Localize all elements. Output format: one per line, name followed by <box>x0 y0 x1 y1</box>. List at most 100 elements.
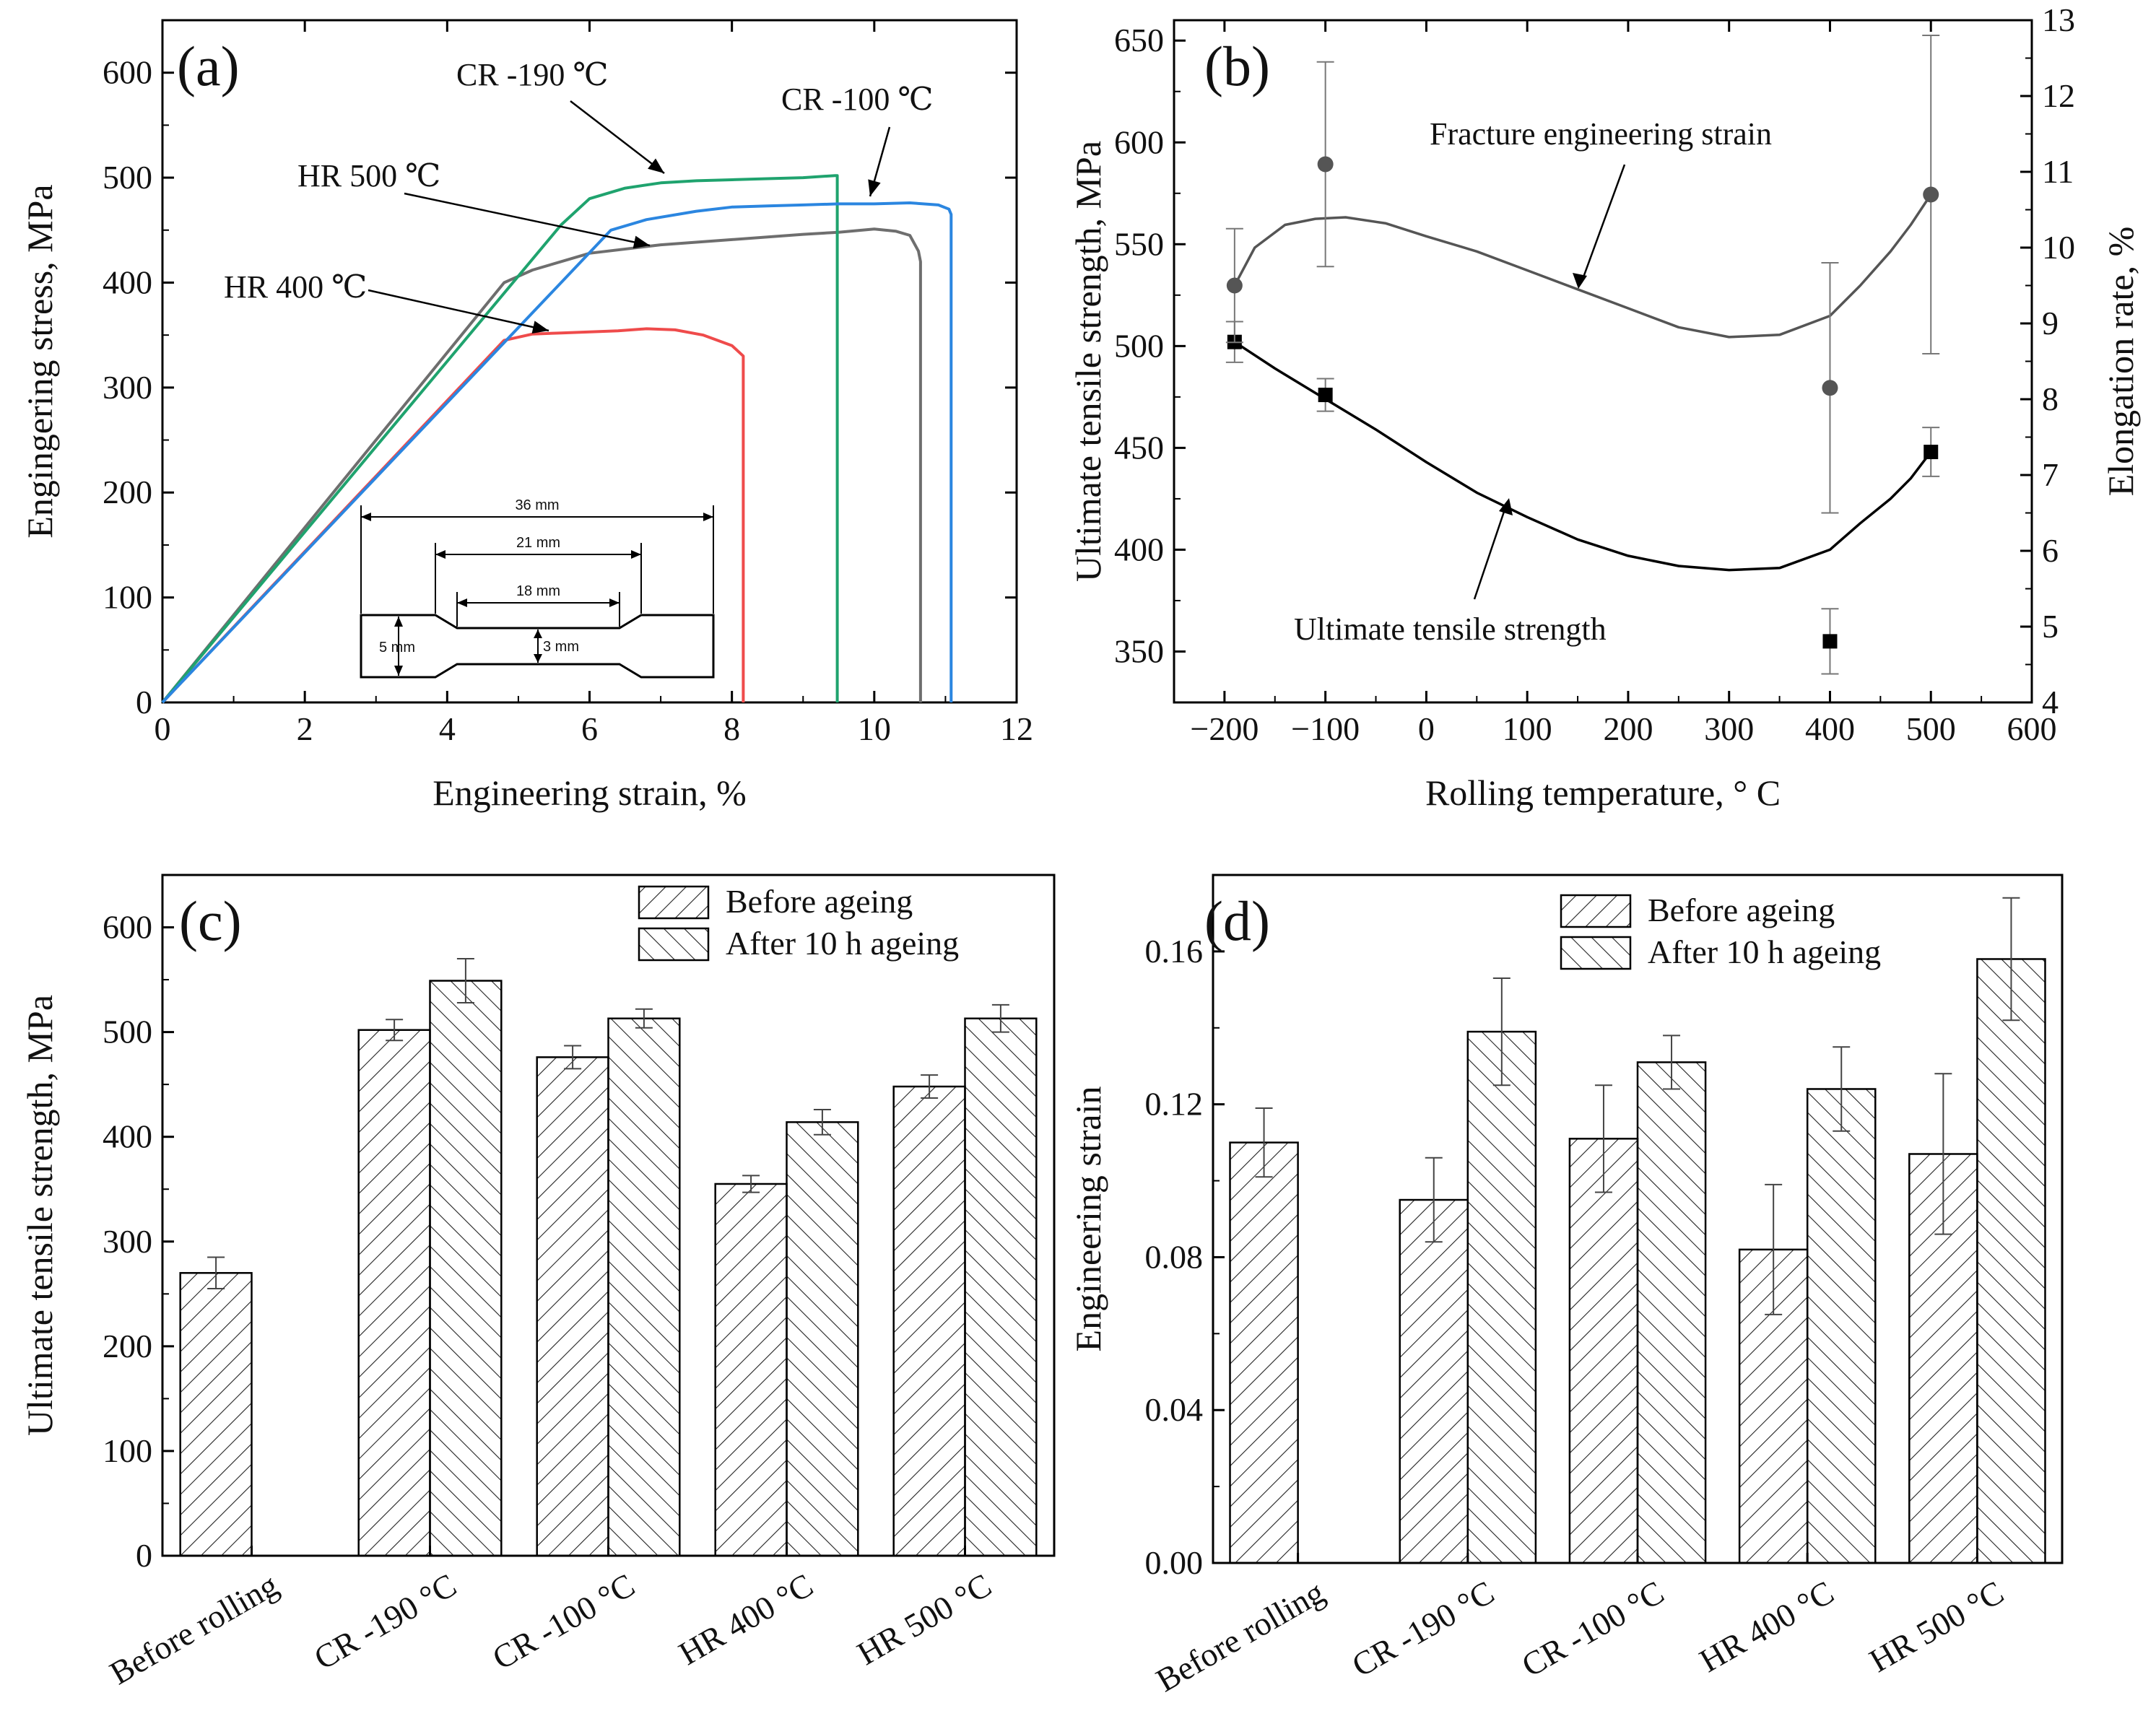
x-tick-label-b: 200 <box>1603 710 1653 747</box>
x-tick-label-a: 12 <box>1000 710 1033 747</box>
y2-tick-label-b: 6 <box>2042 532 2059 569</box>
curve-annotation: HR 500 ℃ <box>297 158 440 193</box>
dimension-arrowhead <box>394 617 403 627</box>
dimension-label: 36 mm <box>515 497 559 513</box>
legend-label: Before ageing <box>1648 892 1835 928</box>
bar-after-ageing <box>1466 1030 1537 1564</box>
data-point-elongation <box>1923 186 1939 203</box>
x-tick-label-b: 500 <box>1906 710 1956 747</box>
y-tick-label-d: 0.04 <box>1145 1391 1204 1428</box>
legend-swatch-after <box>1560 936 1632 970</box>
y-tick-label-b: 400 <box>1114 531 1164 567</box>
y2-tick-label-b: 12 <box>2042 77 2075 114</box>
x-tick-label-b: −200 <box>1190 710 1259 747</box>
x-tick-label-b: 300 <box>1704 710 1754 747</box>
x-tick-label-b: 400 <box>1805 710 1855 747</box>
panel-label-c: (c) <box>179 889 242 952</box>
category-label: HR 500 °C <box>851 1566 997 1672</box>
y-tick-label-b: 500 <box>1114 327 1164 364</box>
y2-tick-label-b: 8 <box>2042 380 2059 417</box>
y-tick-label-c: 0 <box>136 1537 152 1574</box>
x-tick-label-a: 10 <box>858 710 891 747</box>
y-tick-label-b: 650 <box>1114 22 1164 58</box>
data-point-uts <box>1924 445 1939 460</box>
curve-annotation: CR -100 ℃ <box>781 82 934 117</box>
annotation-arrowhead <box>531 321 549 334</box>
y2-tick-label-b: 7 <box>2042 456 2059 493</box>
dimension-arrowhead <box>631 550 641 559</box>
panel-d: 0.00 0.04 0.08 0.12 0.16 Engineering strain (d… <box>1068 874 2064 1699</box>
data-point-uts <box>1318 388 1333 403</box>
y2-tick-label-b: 9 <box>2042 305 2059 341</box>
y2-tick-label-b: 13 <box>2042 1 2075 38</box>
y-tick-label-b: 600 <box>1114 123 1164 160</box>
data-point-elongation <box>1822 380 1838 396</box>
x-tick-label-b: 0 <box>1418 710 1435 747</box>
panel-c: 0 100 200 300 400 500 600 Ultimate tensile stre… <box>19 874 1056 1691</box>
x-tick-label-a: 8 <box>723 710 740 747</box>
category-label: CR -100 °C <box>1516 1573 1670 1684</box>
bar-before-ageing <box>1399 1198 1469 1564</box>
dimension-arrowhead <box>394 666 403 676</box>
y-tick-label-c: 300 <box>103 1223 152 1260</box>
bar-before-ageing <box>357 1029 431 1557</box>
y-axis-title-c: Ultimate tensile strength, MPa <box>19 995 60 1436</box>
stress-strain-curve <box>161 327 745 704</box>
x-tick-label-a: 4 <box>439 710 456 747</box>
stress-strain-curve <box>161 201 953 704</box>
y-axis-title-b: Ultimate tensile strength, MPa <box>1068 141 1108 582</box>
dimension-label: 18 mm <box>516 583 560 599</box>
category-label: HR 400 °C <box>1693 1573 1840 1679</box>
legend-swatch-after <box>638 927 710 962</box>
dimension-label: 3 mm <box>543 639 579 655</box>
panel-a: 0 2 4 6 8 10 12 0 100 200 300 400 500 600 Engineering … <box>19 19 1033 813</box>
data-point-elongation <box>1317 156 1334 173</box>
y-tick-label-d: 0.08 <box>1145 1238 1204 1275</box>
x-tick-label-a: 2 <box>297 710 313 747</box>
y2-tick-label-b: 4 <box>2042 684 2059 720</box>
y-tick-label-a: 400 <box>103 264 152 300</box>
bar-after-ageing <box>786 1121 859 1557</box>
y-axis-title-a: Engingering stress, MPa <box>19 184 60 538</box>
y-tick-label-d: 0.16 <box>1145 933 1204 970</box>
x-tick-label-a: 0 <box>155 710 171 747</box>
y2-axis-title-b: Elongation rate, % <box>2100 227 2141 497</box>
y-tick-label-a: 600 <box>103 54 152 91</box>
x-tick-label-b: −100 <box>1291 710 1360 747</box>
annotation-arrowhead <box>648 158 664 173</box>
annotation-arrowhead <box>633 235 650 249</box>
dimension-arrowhead <box>703 513 713 521</box>
category-label: CR -190 °C <box>1346 1573 1500 1684</box>
bar-after-ageing <box>1976 958 2046 1564</box>
y-tick-label-a: 100 <box>103 579 152 616</box>
series-annotation: Fracture engineering strain <box>1430 116 1772 152</box>
stress-strain-curve <box>161 174 839 704</box>
dimension-arrowhead <box>457 598 467 607</box>
panel-label-a: (a) <box>177 35 240 97</box>
series-annotation: Ultimate tensile strength <box>1294 611 1607 647</box>
bar-before-ageing <box>536 1056 609 1557</box>
category-label: CR -100 °C <box>486 1566 640 1676</box>
panel-b: −200 −100 0 100 200 300 400 500 600 350 400 450 500 5… <box>1068 1 2141 813</box>
bar-after-ageing <box>1636 1061 1707 1564</box>
x-tick-label-a: 6 <box>581 710 598 747</box>
y-tick-label-a: 500 <box>103 159 152 196</box>
legend-swatch-before <box>1560 894 1632 928</box>
y-axis-title-d: Engineering strain <box>1068 1086 1108 1352</box>
bar-before-ageing <box>714 1183 788 1557</box>
specimen-inset: 36 mm 21 mm 18 mm 5 mm 3 mm <box>360 497 715 679</box>
y-tick-label-b: 550 <box>1114 225 1164 262</box>
fit-curve <box>1233 341 1932 572</box>
annotation-arrow <box>404 192 651 247</box>
bar-before-ageing <box>1908 1153 1978 1564</box>
category-label: Before rolling <box>103 1566 284 1691</box>
bar-before-ageing <box>1568 1138 1639 1564</box>
data-point-elongation <box>1226 277 1243 294</box>
legend-label: Before ageing <box>726 883 913 920</box>
category-label: CR -190 °C <box>308 1566 462 1676</box>
x-tick-label-b: 100 <box>1503 710 1552 747</box>
bar-after-ageing <box>429 980 503 1557</box>
stress-strain-curve <box>161 227 922 704</box>
y-tick-label-d: 0.12 <box>1145 1086 1204 1123</box>
y-tick-label-c: 400 <box>103 1118 152 1155</box>
